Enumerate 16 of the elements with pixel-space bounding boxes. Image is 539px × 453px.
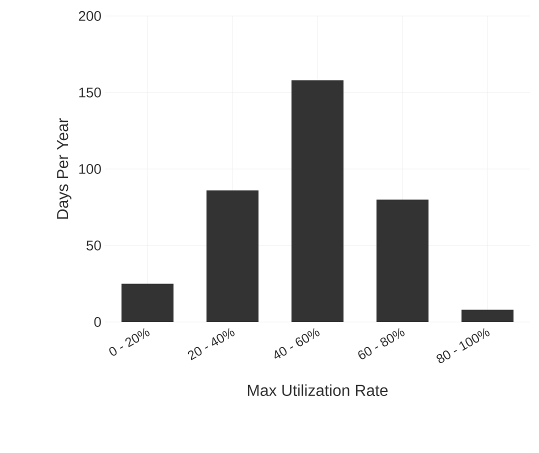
y-tick-label: 50 (86, 240, 101, 250)
y-axis-title: Days Per Year (57, 118, 72, 219)
x-axis-title: Max Utilization Rate (248, 384, 388, 396)
x-tick-label: 0 - 20% (109, 328, 150, 356)
x-tick-label: 60 - 80% (358, 328, 405, 360)
y-tick-label: 200 (78, 11, 101, 21)
y-tick-label: 0 (94, 317, 101, 327)
bar (122, 284, 174, 322)
bar (206, 190, 258, 322)
bar (462, 310, 514, 322)
y-tick-label: 150 (79, 88, 101, 98)
x-tick-label: 40 - 60% (274, 328, 320, 359)
x-tick-label: 20 - 40% (188, 328, 235, 360)
y-tick-label: 100 (79, 164, 101, 174)
bar (292, 80, 344, 322)
bar (376, 200, 428, 322)
